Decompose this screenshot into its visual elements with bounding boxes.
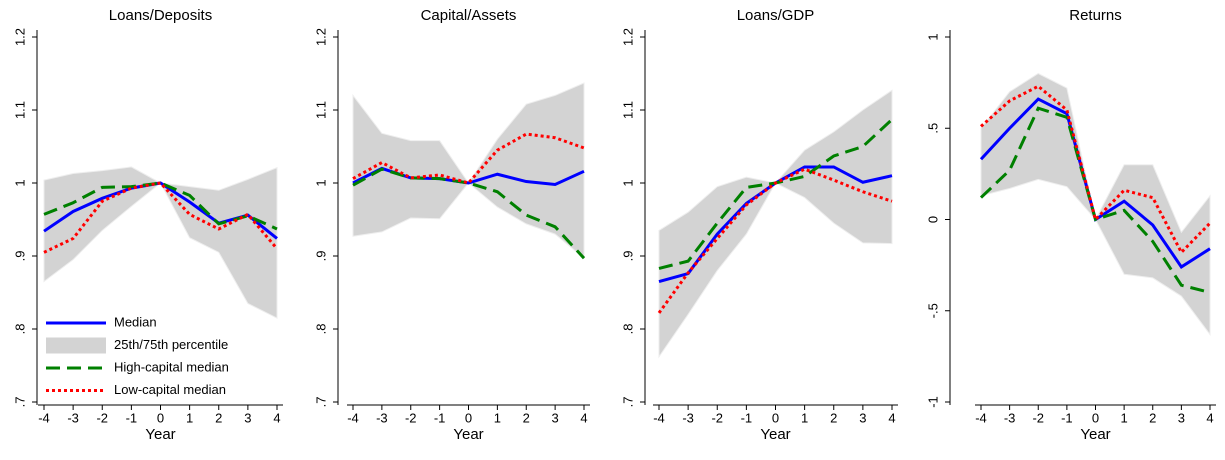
y-tick-label: -.5 bbox=[925, 303, 940, 318]
y-tick-label: 1 bbox=[313, 179, 328, 186]
x-tick-label: 4 bbox=[888, 410, 895, 425]
x-tick-label: -3 bbox=[1004, 410, 1016, 425]
panel-title: Capital/Assets bbox=[421, 7, 517, 24]
y-tick-label: 1.1 bbox=[12, 101, 27, 119]
y-tick-label: .7 bbox=[12, 397, 27, 408]
x-tick-label: 0 bbox=[157, 410, 164, 425]
x-tick-label: -2 bbox=[711, 410, 723, 425]
x-tick-label: -2 bbox=[405, 410, 417, 425]
x-tick-label: -4 bbox=[653, 410, 665, 425]
series-line bbox=[657, 167, 893, 314]
y-tick-label: .8 bbox=[12, 324, 27, 335]
series-line bbox=[979, 106, 1211, 294]
panel-title: Loans/Deposits bbox=[109, 7, 212, 24]
x-tick-label: 3 bbox=[1178, 410, 1185, 425]
x-tick-label: 0 bbox=[465, 410, 472, 425]
x-tick-label: 2 bbox=[523, 410, 530, 425]
y-tick-label: 1.2 bbox=[12, 28, 27, 46]
percentile-band bbox=[43, 166, 278, 319]
x-axis-label: Year bbox=[760, 426, 790, 443]
y-tick-label: 1 bbox=[620, 179, 635, 186]
x-tick-label: -3 bbox=[682, 410, 694, 425]
x-tick-label: 0 bbox=[772, 410, 779, 425]
x-tick-label: -3 bbox=[67, 410, 79, 425]
y-tick-label: .9 bbox=[313, 251, 328, 262]
x-tick-label: 2 bbox=[1149, 410, 1156, 425]
x-tick-label: -4 bbox=[347, 410, 359, 425]
x-tick-label: 1 bbox=[186, 410, 193, 425]
y-tick-label: .9 bbox=[12, 251, 27, 262]
y-tick-label: .9 bbox=[620, 251, 635, 262]
x-axis-label: Year bbox=[453, 426, 483, 443]
legend-label: Median bbox=[114, 314, 157, 329]
legend-swatch bbox=[46, 337, 106, 354]
x-tick-label: 2 bbox=[215, 410, 222, 425]
x-axis-label: Year bbox=[145, 426, 175, 443]
x-tick-label: -1 bbox=[126, 410, 138, 425]
percentile-band bbox=[980, 72, 1211, 336]
y-tick-label: 1.2 bbox=[313, 28, 328, 46]
series-line bbox=[43, 181, 279, 254]
x-axis-label: Year bbox=[1080, 426, 1110, 443]
y-tick-label: .5 bbox=[925, 123, 940, 134]
x-tick-label: 0 bbox=[1092, 410, 1099, 425]
series-line bbox=[43, 181, 278, 231]
x-tick-label: 4 bbox=[273, 410, 280, 425]
y-tick-label: 1.1 bbox=[620, 101, 635, 119]
y-tick-label: -1 bbox=[925, 396, 940, 408]
x-tick-label: 4 bbox=[1206, 410, 1213, 425]
y-tick-label: 1.1 bbox=[313, 101, 328, 119]
series-line bbox=[352, 132, 585, 185]
x-tick-label: 3 bbox=[552, 410, 559, 425]
y-tick-label: 1 bbox=[12, 179, 27, 186]
x-tick-label: -1 bbox=[1061, 410, 1073, 425]
x-tick-label: -4 bbox=[38, 410, 50, 425]
y-tick-label: 1 bbox=[925, 33, 940, 40]
x-tick-label: -2 bbox=[1032, 410, 1044, 425]
x-tick-label: 1 bbox=[494, 410, 501, 425]
series-line bbox=[980, 84, 1212, 255]
legend-label: 25th/75th percentile bbox=[114, 337, 228, 352]
panel-title: Returns bbox=[1069, 7, 1122, 24]
series-line bbox=[352, 167, 586, 260]
x-tick-label: -4 bbox=[975, 410, 987, 425]
panel-title: Loans/GDP bbox=[737, 7, 815, 24]
x-tick-label: 2 bbox=[830, 410, 837, 425]
x-tick-label: -2 bbox=[96, 410, 108, 425]
y-tick-label: 1.2 bbox=[620, 28, 635, 46]
x-tick-label: 4 bbox=[580, 410, 587, 425]
y-tick-label: .8 bbox=[620, 324, 635, 335]
y-tick-label: .7 bbox=[313, 397, 328, 408]
x-tick-label: 1 bbox=[801, 410, 808, 425]
x-tick-label: 1 bbox=[1121, 410, 1128, 425]
legend-label: Low-capital median bbox=[114, 382, 226, 397]
y-tick-label: .8 bbox=[313, 324, 328, 335]
percentile-band bbox=[658, 89, 893, 359]
x-tick-label: 3 bbox=[859, 410, 866, 425]
x-tick-label: 3 bbox=[244, 410, 251, 425]
x-tick-label: -1 bbox=[434, 410, 446, 425]
y-tick-label: .7 bbox=[620, 397, 635, 408]
y-tick-label: 0 bbox=[925, 216, 940, 223]
x-tick-label: -1 bbox=[741, 410, 753, 425]
legend-label: High-capital median bbox=[114, 359, 229, 374]
x-tick-label: -3 bbox=[376, 410, 388, 425]
